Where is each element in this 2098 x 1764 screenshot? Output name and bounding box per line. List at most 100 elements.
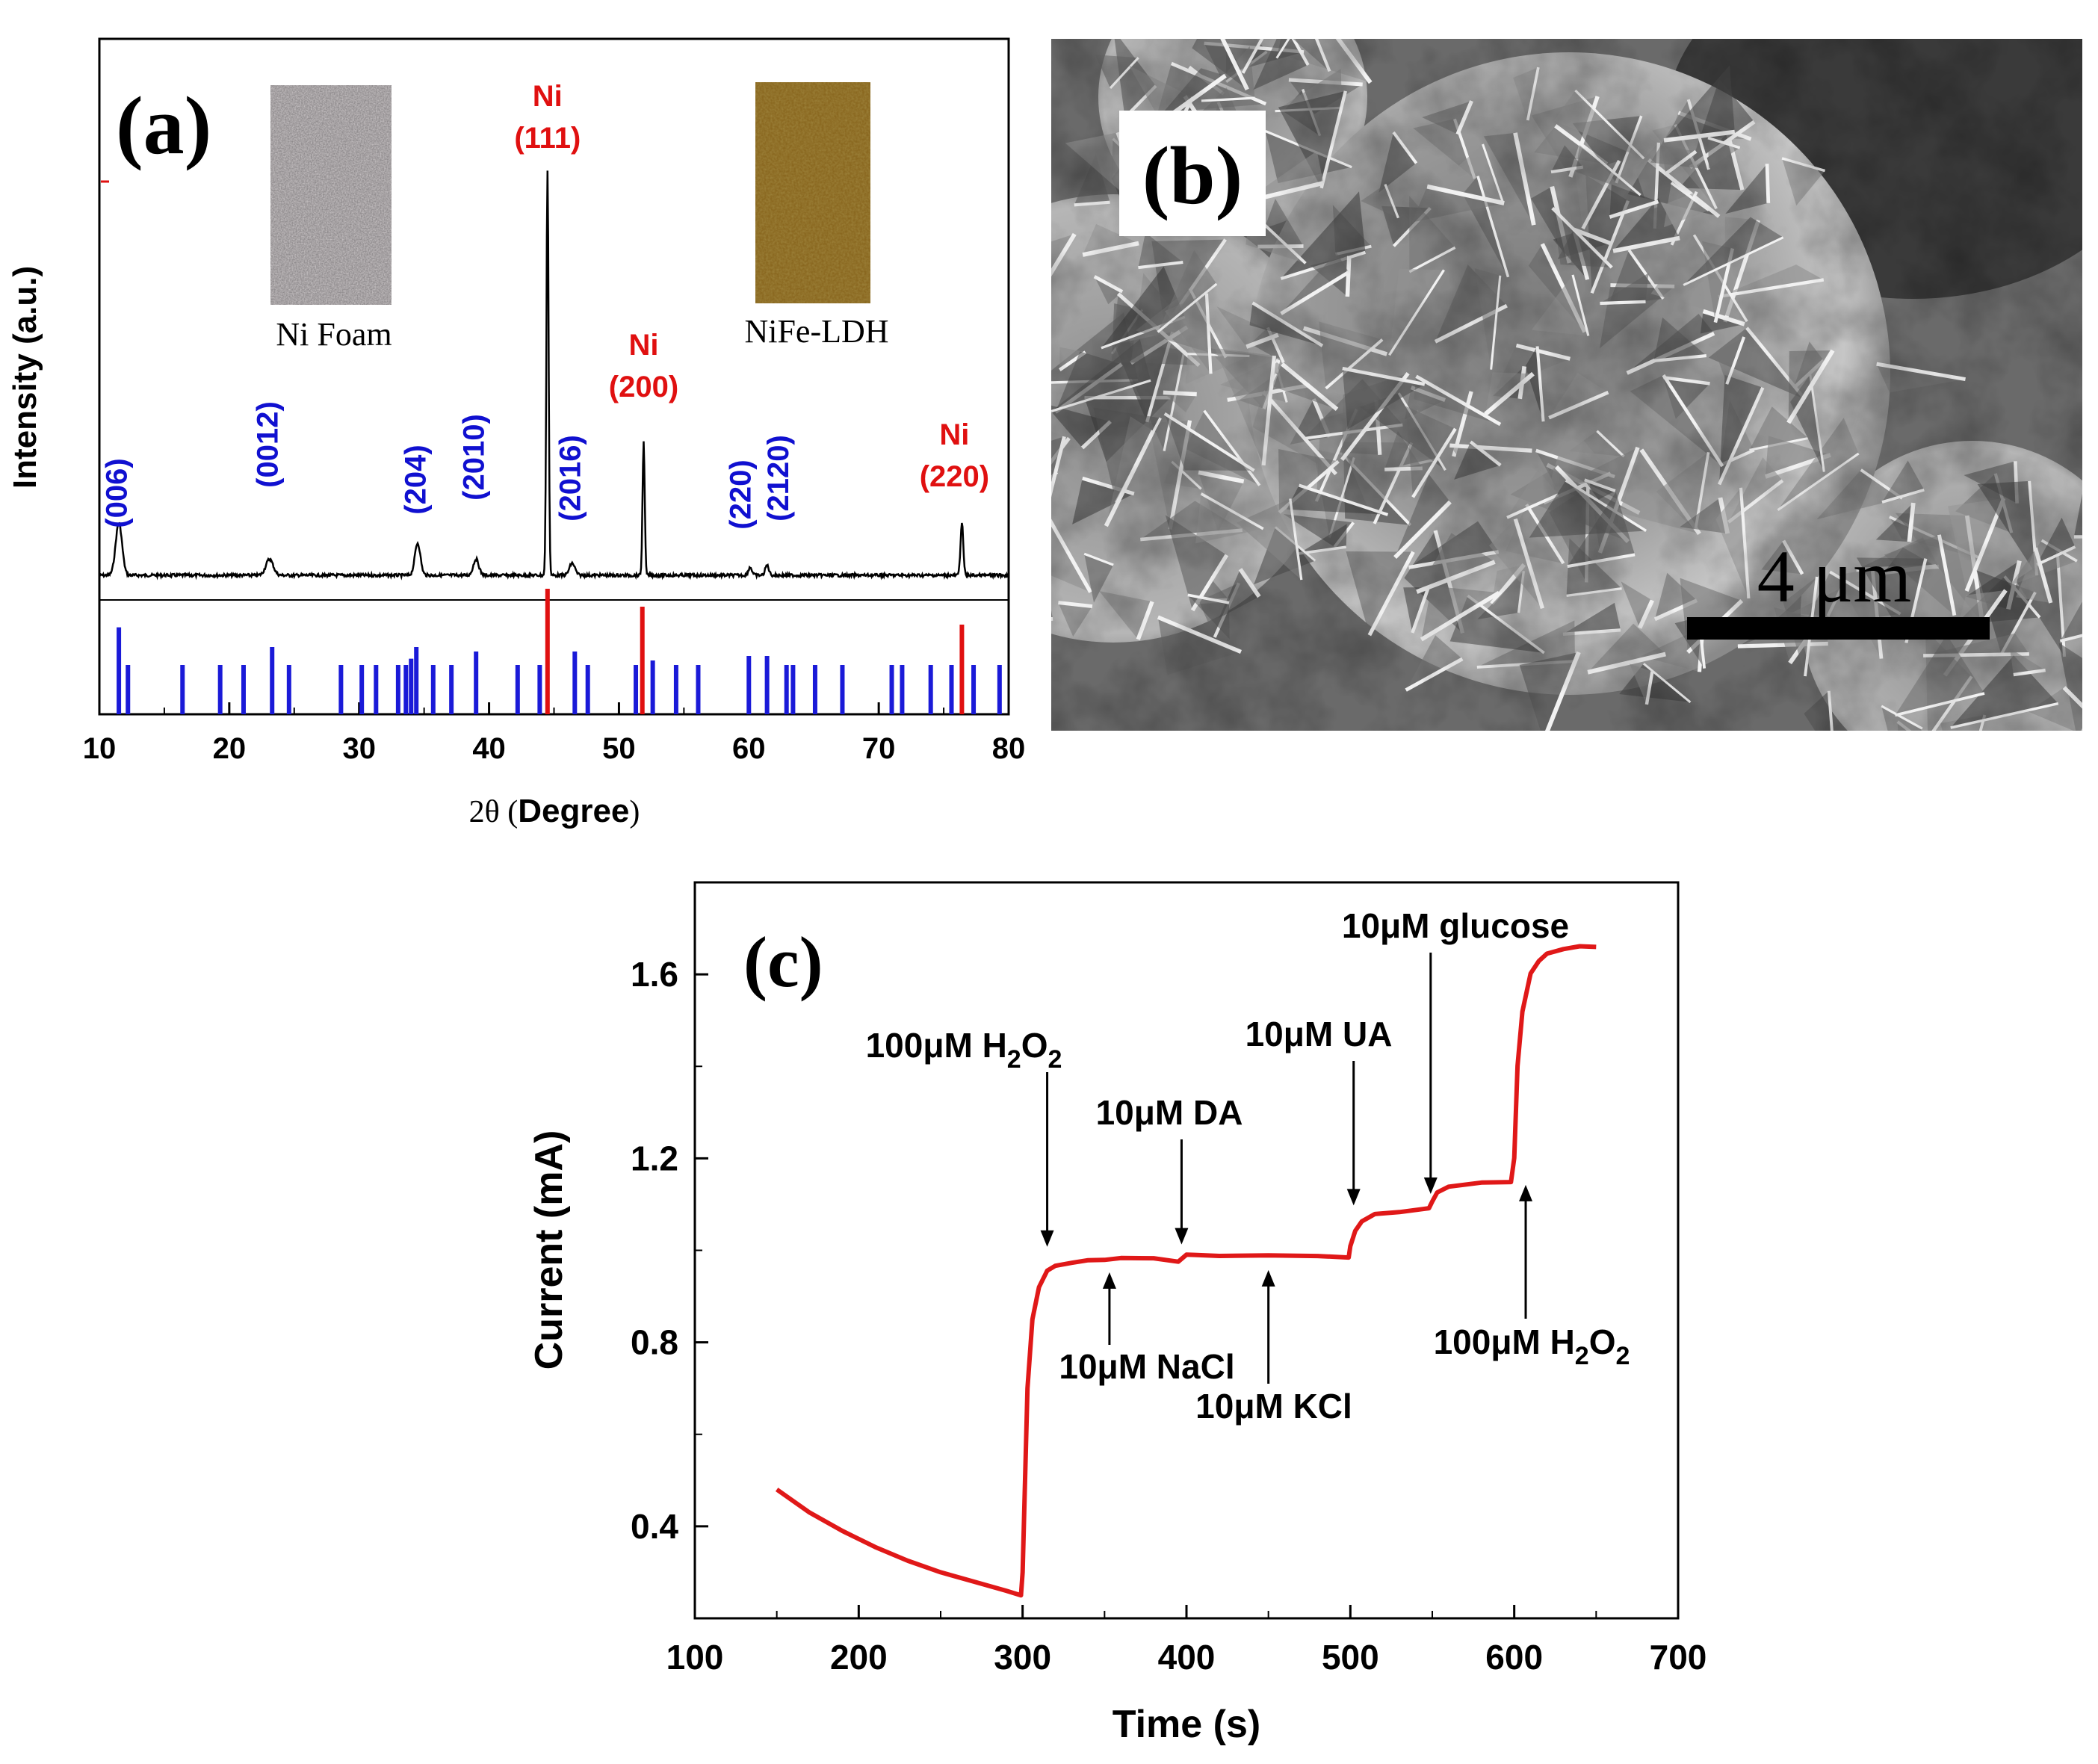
y-tick-label: 0.8 xyxy=(631,1323,678,1362)
xrd-x-tick-label: 20 xyxy=(213,732,247,765)
annotation-label: 10μM DA xyxy=(1096,1093,1243,1132)
panel-a-label: (a) xyxy=(116,80,211,171)
sem-flake-edge xyxy=(2024,737,2051,796)
scale-bar-label: 4 μm xyxy=(1757,535,1911,618)
xrd-pattern-curve xyxy=(99,170,1010,581)
xrd-x-ticks: 10 20 30 40 50 60 70 80 xyxy=(83,702,1026,765)
amperometry-ticks: 100 200 300 400 500 600 700 0.4 0.8 1.2 1.6 xyxy=(631,882,1706,1677)
xrd-x-tick-label: 40 xyxy=(472,732,506,765)
ni-foam-texture xyxy=(270,85,392,305)
xrd-x-tick-label: 60 xyxy=(732,732,766,765)
peak-label-line: (220) xyxy=(920,460,989,493)
peak-label-ldh: (2120) xyxy=(762,435,795,522)
sem-flake-face xyxy=(1170,0,1216,22)
y-tick-label: 1.6 xyxy=(631,955,678,994)
sem-flake-face xyxy=(997,383,1049,438)
peak-label-ldh: (2010) xyxy=(458,414,491,501)
panel-b-label: (b) xyxy=(1142,130,1243,221)
arrow-head xyxy=(1261,1269,1275,1287)
sem-flake-edge xyxy=(997,412,1049,438)
x-tick-label: 500 xyxy=(1322,1638,1379,1677)
annotation-subscript: 2 xyxy=(1616,1342,1630,1370)
annotation-subscript: 2 xyxy=(1048,1045,1062,1074)
arrow-head xyxy=(1175,1228,1189,1245)
sem-flake-edge xyxy=(850,406,920,415)
peak-label-line: Ni xyxy=(939,418,969,451)
panel-b-sem: (b) 4 μm xyxy=(850,0,2098,807)
current-time-curve xyxy=(775,944,1597,1598)
annotation-subscript: 2 xyxy=(1007,1045,1021,1074)
amperometry-y-axis-label: Current (mA) xyxy=(527,1130,571,1370)
sem-flake-edge xyxy=(956,349,985,403)
sem-flake-face xyxy=(903,296,938,371)
sem-flake-edge xyxy=(950,280,1029,289)
x-tick-label: 100 xyxy=(666,1638,724,1677)
peak-label-line: (111) xyxy=(514,122,581,155)
x-tick-label: 600 xyxy=(1485,1638,1543,1677)
annotation-text: 100μM H xyxy=(866,1026,1007,1065)
sem-flake-edge xyxy=(2085,652,2098,670)
peak-label-line: Ni xyxy=(533,80,563,113)
sem-flake-edge xyxy=(1000,290,1005,319)
sem-flake-face xyxy=(1051,469,1057,478)
sem-flake-edge xyxy=(1051,616,1053,622)
nife-ldh-caption: NiFe-LDH xyxy=(744,313,888,350)
xrd-x-tick-label: 80 xyxy=(992,732,1026,765)
peak-label-ldh: (204) xyxy=(400,445,433,514)
xrd-x-axis-label: 2θ (Degree) xyxy=(469,793,640,829)
sem-flake-face xyxy=(902,512,943,606)
nife-ldh-texture xyxy=(755,82,870,303)
annotation-text: O xyxy=(1589,1322,1616,1361)
sem-flake-face xyxy=(1051,610,1053,619)
annotation-label: 10μM glucose xyxy=(1342,906,1569,945)
annotation-label: 100μM H2O2 xyxy=(1434,1322,1630,1370)
sem-flake-face xyxy=(906,300,953,350)
x-tick-label: 700 xyxy=(1650,1638,1707,1677)
sem-flake-edge xyxy=(1015,298,1044,326)
sem-flake-edge xyxy=(927,366,1007,379)
sem-flake-edge xyxy=(1051,471,1059,480)
peak-label-ni: Ni (200) xyxy=(609,329,678,403)
sem-flake-edge xyxy=(917,371,954,400)
sem-flake-face xyxy=(918,366,1006,398)
y-tick-label: 0.4 xyxy=(631,1507,678,1546)
sem-flake-edge xyxy=(1808,745,1882,807)
sem-flake-face xyxy=(957,248,1025,297)
panel-a-xrd: 10 20 30 40 50 60 70 80 (006) (0012) (204) (2010) N… xyxy=(7,37,1026,829)
xrd-x-tick-label: 50 xyxy=(602,732,636,765)
peak-label-ldh: (2016) xyxy=(554,435,587,522)
peak-label-ni: Ni (220) xyxy=(920,418,989,493)
arrow-head xyxy=(1423,1177,1438,1194)
xrd-x-axis-label-prefix: 2θ ( xyxy=(469,795,519,829)
amperometry-x-axis-label: Time (s) xyxy=(1113,1703,1260,1746)
sem-flake-face xyxy=(850,361,920,415)
sem-flake-face xyxy=(995,288,1043,326)
annotation-label: 10μM UA xyxy=(1246,1015,1393,1053)
sem-flake-face xyxy=(886,349,985,403)
nife-ldh-inset: NiFe-LDH xyxy=(744,82,889,350)
y-tick-label: 1.2 xyxy=(631,1139,678,1177)
annotation-subscript: 2 xyxy=(1575,1342,1589,1370)
panel-b-label-box xyxy=(1119,111,1266,236)
x-tick-label: 300 xyxy=(994,1638,1051,1677)
xrd-peak-labels: (006) (0012) (204) (2010) Ni (111) (2016) Ni (20… xyxy=(101,80,989,530)
arrow-head xyxy=(1040,1230,1054,1247)
sem-flake-face xyxy=(2094,665,2098,737)
peak-label-ldh: (220) xyxy=(725,459,758,529)
ni-foam-caption: Ni Foam xyxy=(276,316,392,353)
ni-foam-inset: Ni Foam xyxy=(270,85,392,353)
x-tick-label: 400 xyxy=(1158,1638,1216,1677)
sem-flake-edge xyxy=(912,512,943,606)
annotation-label: 10μM KCl xyxy=(1195,1387,1352,1426)
sem-flake-face xyxy=(1983,740,2032,807)
xrd-x-axis-label-main: Degree xyxy=(518,793,629,829)
x-tick-label: 200 xyxy=(830,1638,888,1677)
sem-flake-edge xyxy=(916,584,1002,654)
sem-flake-face xyxy=(963,286,1005,319)
xrd-x-tick-label: 30 xyxy=(342,732,376,765)
sem-flake-edge xyxy=(1015,589,1024,696)
peak-label-ldh: (006) xyxy=(101,458,134,527)
panel-c-label: (c) xyxy=(743,922,823,1002)
